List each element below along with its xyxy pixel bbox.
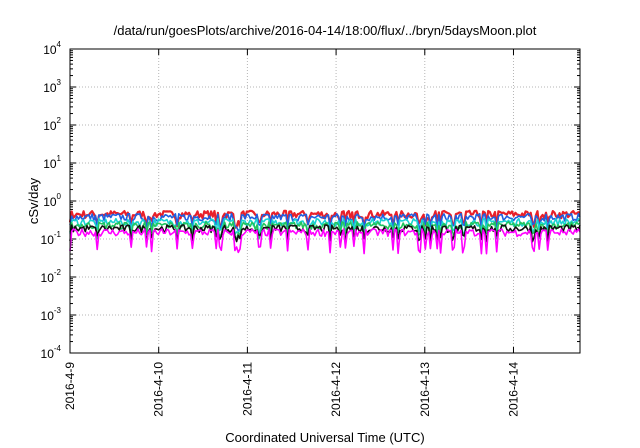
- plot-frame: [69, 48, 581, 354]
- x-axis-label: Coordinated Universal Time (UTC): [225, 430, 424, 445]
- x-tick-label: 2016-4-14: [506, 362, 520, 417]
- chart-title: /data/run/goesPlots/archive/2016-04-14/1…: [114, 23, 537, 38]
- y-tick-label: 100: [43, 192, 61, 209]
- y-tick-labels: 10-4 10-3 10-2 10-1 100 101 102 103 104: [41, 40, 62, 361]
- x-tick-label: 2016-4-12: [329, 362, 343, 417]
- x-tick-label: 2016-4-13: [418, 362, 432, 417]
- series-layer: [68, 209, 581, 255]
- series-line: [69, 221, 581, 240]
- y-tick-label: 103: [43, 78, 61, 95]
- y-tick-label: 10-4: [41, 344, 62, 361]
- y-tick-label: 101: [43, 154, 61, 171]
- y-tick-label: 10-1: [41, 230, 62, 247]
- y-tick-label: 10-3: [41, 306, 62, 323]
- x-tick-labels: 2016-4-9 2016-4-10 2016-4-11 2016-4-12 2016-…: [63, 362, 520, 417]
- x-tick-label: 2016-4-9: [63, 362, 77, 410]
- y-axis-label: cSv/day: [26, 177, 41, 224]
- y-tick-label: 104: [43, 40, 61, 57]
- series-line: [69, 224, 581, 243]
- y-tick-label: 102: [43, 116, 61, 133]
- series-line: [68, 209, 581, 230]
- y-tick-label: 10-2: [41, 268, 62, 285]
- series-line: [69, 228, 581, 255]
- grid: [70, 49, 580, 353]
- x-tick-label: 2016-4-10: [152, 362, 166, 417]
- x-tick-label: 2016-4-11: [240, 362, 254, 416]
